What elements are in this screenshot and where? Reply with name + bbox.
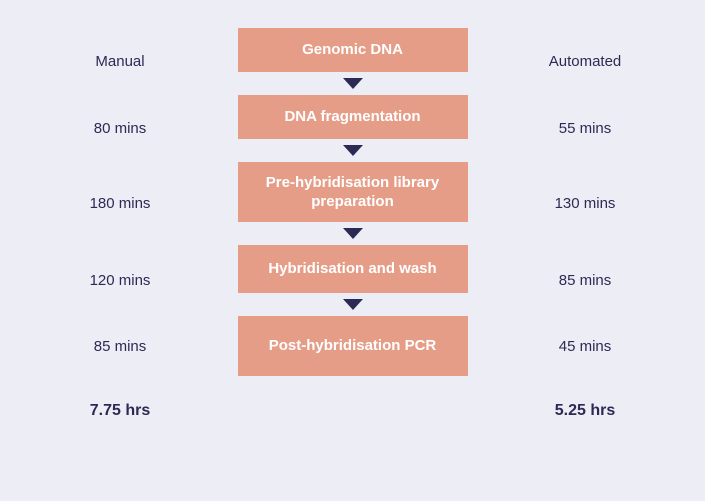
automated-time: 85 mins	[525, 272, 645, 289]
total-manual: 7.75 hrs	[60, 402, 180, 420]
step-box: Pre-hybridisation library preparation	[238, 162, 468, 222]
automated-time: 45 mins	[525, 338, 645, 355]
total-automated: 5.25 hrs	[525, 402, 645, 420]
manual-time: 180 mins	[60, 195, 180, 212]
header-automated: Automated	[525, 53, 645, 70]
step-column: Hybridisation and wash	[238, 245, 468, 316]
flow-container: Manual Genomic DNA Automated 80 mins DNA fra…	[60, 28, 645, 376]
arrow-down-icon	[343, 228, 363, 239]
step-box: DNA fragmentation	[238, 95, 468, 139]
manual-time: 120 mins	[60, 272, 180, 289]
step-column: Genomic DNA	[238, 28, 468, 95]
flow-row: 120 mins Hybridisation and wash 85 mins	[60, 245, 645, 316]
step-column: Post-hybridisation PCR	[238, 316, 468, 376]
manual-time: 80 mins	[60, 120, 180, 137]
step-box: Post-hybridisation PCR	[238, 316, 468, 376]
flow-row: 180 mins Pre-hybridisation library prepar…	[60, 162, 645, 245]
step-column: Pre-hybridisation library preparation	[238, 162, 468, 245]
flow-row: 80 mins DNA fragmentation 55 mins	[60, 95, 645, 162]
arrow-down-icon	[343, 145, 363, 156]
arrow-down-icon	[343, 78, 363, 89]
workflow-diagram: Manual Genomic DNA Automated 80 mins DNA fra…	[0, 0, 705, 501]
step-box: Hybridisation and wash	[238, 245, 468, 293]
arrow-down-icon	[343, 299, 363, 310]
manual-time: 85 mins	[60, 338, 180, 355]
flow-row: Manual Genomic DNA Automated	[60, 28, 645, 95]
totals-row: 7.75 hrs 5.25 hrs	[60, 402, 645, 420]
header-manual: Manual	[60, 53, 180, 70]
step-box: Genomic DNA	[238, 28, 468, 72]
automated-time: 55 mins	[525, 120, 645, 137]
step-column: DNA fragmentation	[238, 95, 468, 162]
flow-row: 85 mins Post-hybridisation PCR 45 mins	[60, 316, 645, 376]
automated-time: 130 mins	[525, 195, 645, 212]
